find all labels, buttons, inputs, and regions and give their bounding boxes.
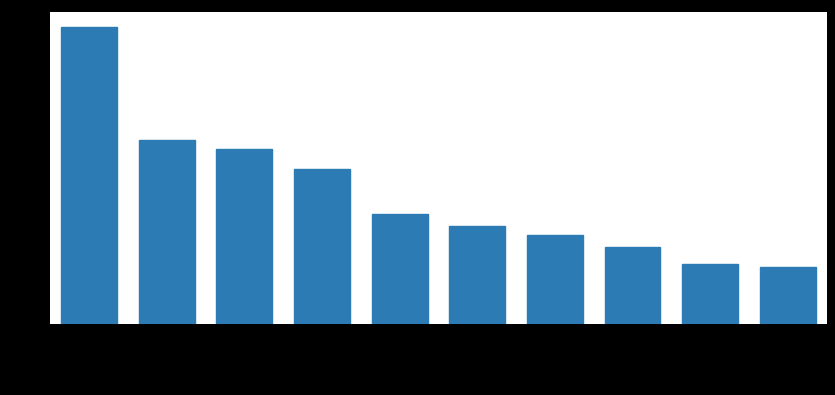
Bar	[294, 169, 350, 324]
Bar	[449, 226, 505, 324]
Bar	[61, 27, 117, 324]
Bar	[682, 265, 738, 324]
Bar	[216, 149, 272, 324]
Bar	[139, 140, 195, 324]
Bar	[372, 214, 428, 324]
Bar	[527, 235, 583, 324]
Bar	[605, 246, 660, 324]
Bar	[760, 267, 816, 324]
